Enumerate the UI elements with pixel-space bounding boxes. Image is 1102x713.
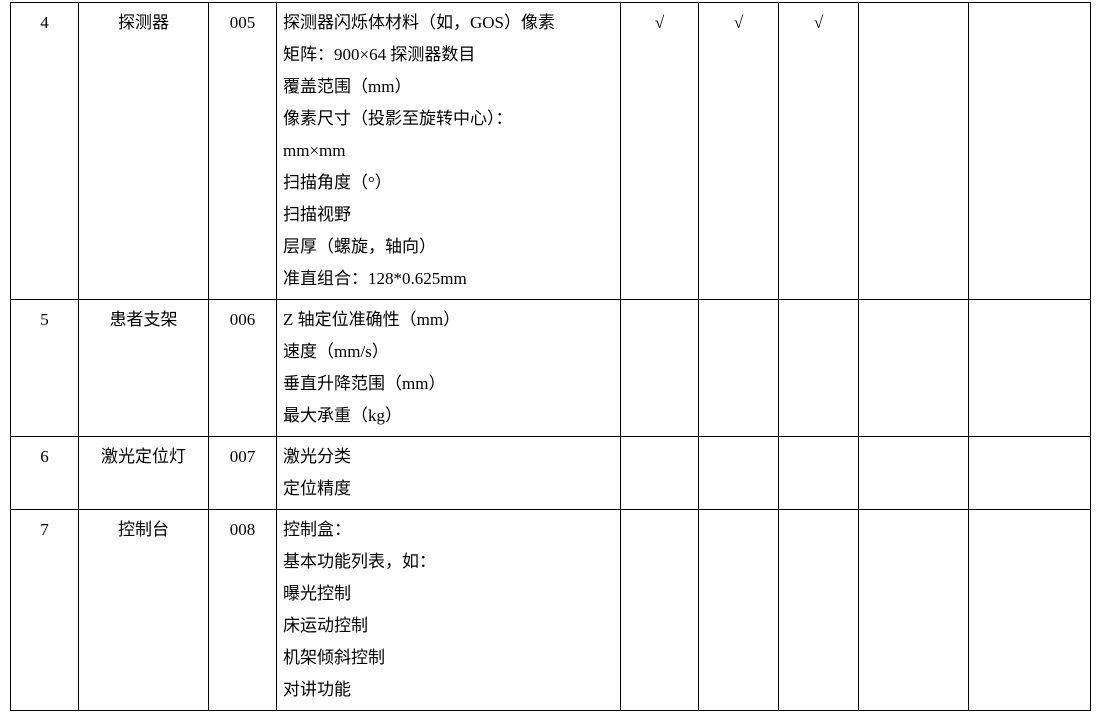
cell-c8 — [969, 437, 1091, 510]
table-row: 4探测器005探测器闪烁体材料（如，GOS）像素矩阵：900×64 探测器数目覆… — [11, 3, 1091, 300]
desc-line: 扫描视野 — [283, 199, 614, 231]
cell-description: Z 轴定位准确性（mm）速度（mm/s）垂直升降范围（mm）最大承重（kg） — [277, 300, 621, 437]
desc-line: 覆盖范围（mm） — [283, 71, 614, 103]
cell-num: 7 — [11, 510, 79, 711]
desc-line: 矩阵：900×64 探测器数目 — [283, 39, 614, 71]
table-row: 7控制台008控制盒：基本功能列表，如：曝光控制床运动控制机架倾斜控制对讲功能 — [11, 510, 1091, 711]
cell-code: 006 — [209, 300, 277, 437]
cell-c4 — [621, 510, 699, 711]
cell-c4 — [621, 437, 699, 510]
cell-c6: √ — [779, 3, 859, 300]
desc-line: 速度（mm/s） — [283, 336, 614, 368]
cell-description: 控制盒：基本功能列表，如：曝光控制床运动控制机架倾斜控制对讲功能 — [277, 510, 621, 711]
cell-name: 患者支架 — [79, 300, 209, 437]
cell-description: 探测器闪烁体材料（如，GOS）像素矩阵：900×64 探测器数目覆盖范围（mm）… — [277, 3, 621, 300]
cell-c5: √ — [699, 3, 779, 300]
cell-c6 — [779, 437, 859, 510]
cell-code: 005 — [209, 3, 277, 300]
cell-num: 5 — [11, 300, 79, 437]
desc-line: 垂直升降范围（mm） — [283, 368, 614, 400]
desc-line: 曝光控制 — [283, 578, 614, 610]
cell-num: 6 — [11, 437, 79, 510]
desc-line: 准直组合：128*0.625mm — [283, 263, 614, 295]
cell-name: 探测器 — [79, 3, 209, 300]
cell-code: 008 — [209, 510, 277, 711]
cell-c8 — [969, 3, 1091, 300]
cell-c7 — [859, 3, 969, 300]
table-row: 5患者支架006Z 轴定位准确性（mm）速度（mm/s）垂直升降范围（mm）最大… — [11, 300, 1091, 437]
desc-line: 像素尺寸（投影至旋转中心）： — [283, 103, 614, 135]
cell-num: 4 — [11, 3, 79, 300]
desc-line: 床运动控制 — [283, 610, 614, 642]
spec-table: 4探测器005探测器闪烁体材料（如，GOS）像素矩阵：900×64 探测器数目覆… — [10, 2, 1091, 711]
desc-line: 机架倾斜控制 — [283, 642, 614, 674]
cell-c6 — [779, 510, 859, 711]
cell-c8 — [969, 510, 1091, 711]
desc-line: 激光分类 — [283, 441, 614, 473]
desc-line: 定位精度 — [283, 473, 614, 505]
cell-c6 — [779, 300, 859, 437]
cell-c4 — [621, 300, 699, 437]
cell-c7 — [859, 510, 969, 711]
desc-line: 基本功能列表，如： — [283, 546, 614, 578]
cell-c7 — [859, 437, 969, 510]
cell-name: 控制台 — [79, 510, 209, 711]
desc-line: 探测器闪烁体材料（如，GOS）像素 — [283, 7, 614, 39]
cell-c8 — [969, 300, 1091, 437]
desc-line: 最大承重（kg） — [283, 400, 614, 432]
cell-c5 — [699, 437, 779, 510]
desc-line: 控制盒： — [283, 514, 614, 546]
desc-line: 对讲功能 — [283, 674, 614, 706]
cell-description: 激光分类定位精度 — [277, 437, 621, 510]
cell-c5 — [699, 300, 779, 437]
table-row: 6激光定位灯007激光分类定位精度 — [11, 437, 1091, 510]
desc-line: mm×mm — [283, 135, 614, 167]
page: 4探测器005探测器闪烁体材料（如，GOS）像素矩阵：900×64 探测器数目覆… — [0, 2, 1102, 713]
cell-c5 — [699, 510, 779, 711]
cell-c4: √ — [621, 3, 699, 300]
desc-line: 层厚（螺旋，轴向） — [283, 231, 614, 263]
cell-code: 007 — [209, 437, 277, 510]
cell-name: 激光定位灯 — [79, 437, 209, 510]
cell-c7 — [859, 300, 969, 437]
desc-line: 扫描角度（°） — [283, 167, 614, 199]
desc-line: Z 轴定位准确性（mm） — [283, 304, 614, 336]
